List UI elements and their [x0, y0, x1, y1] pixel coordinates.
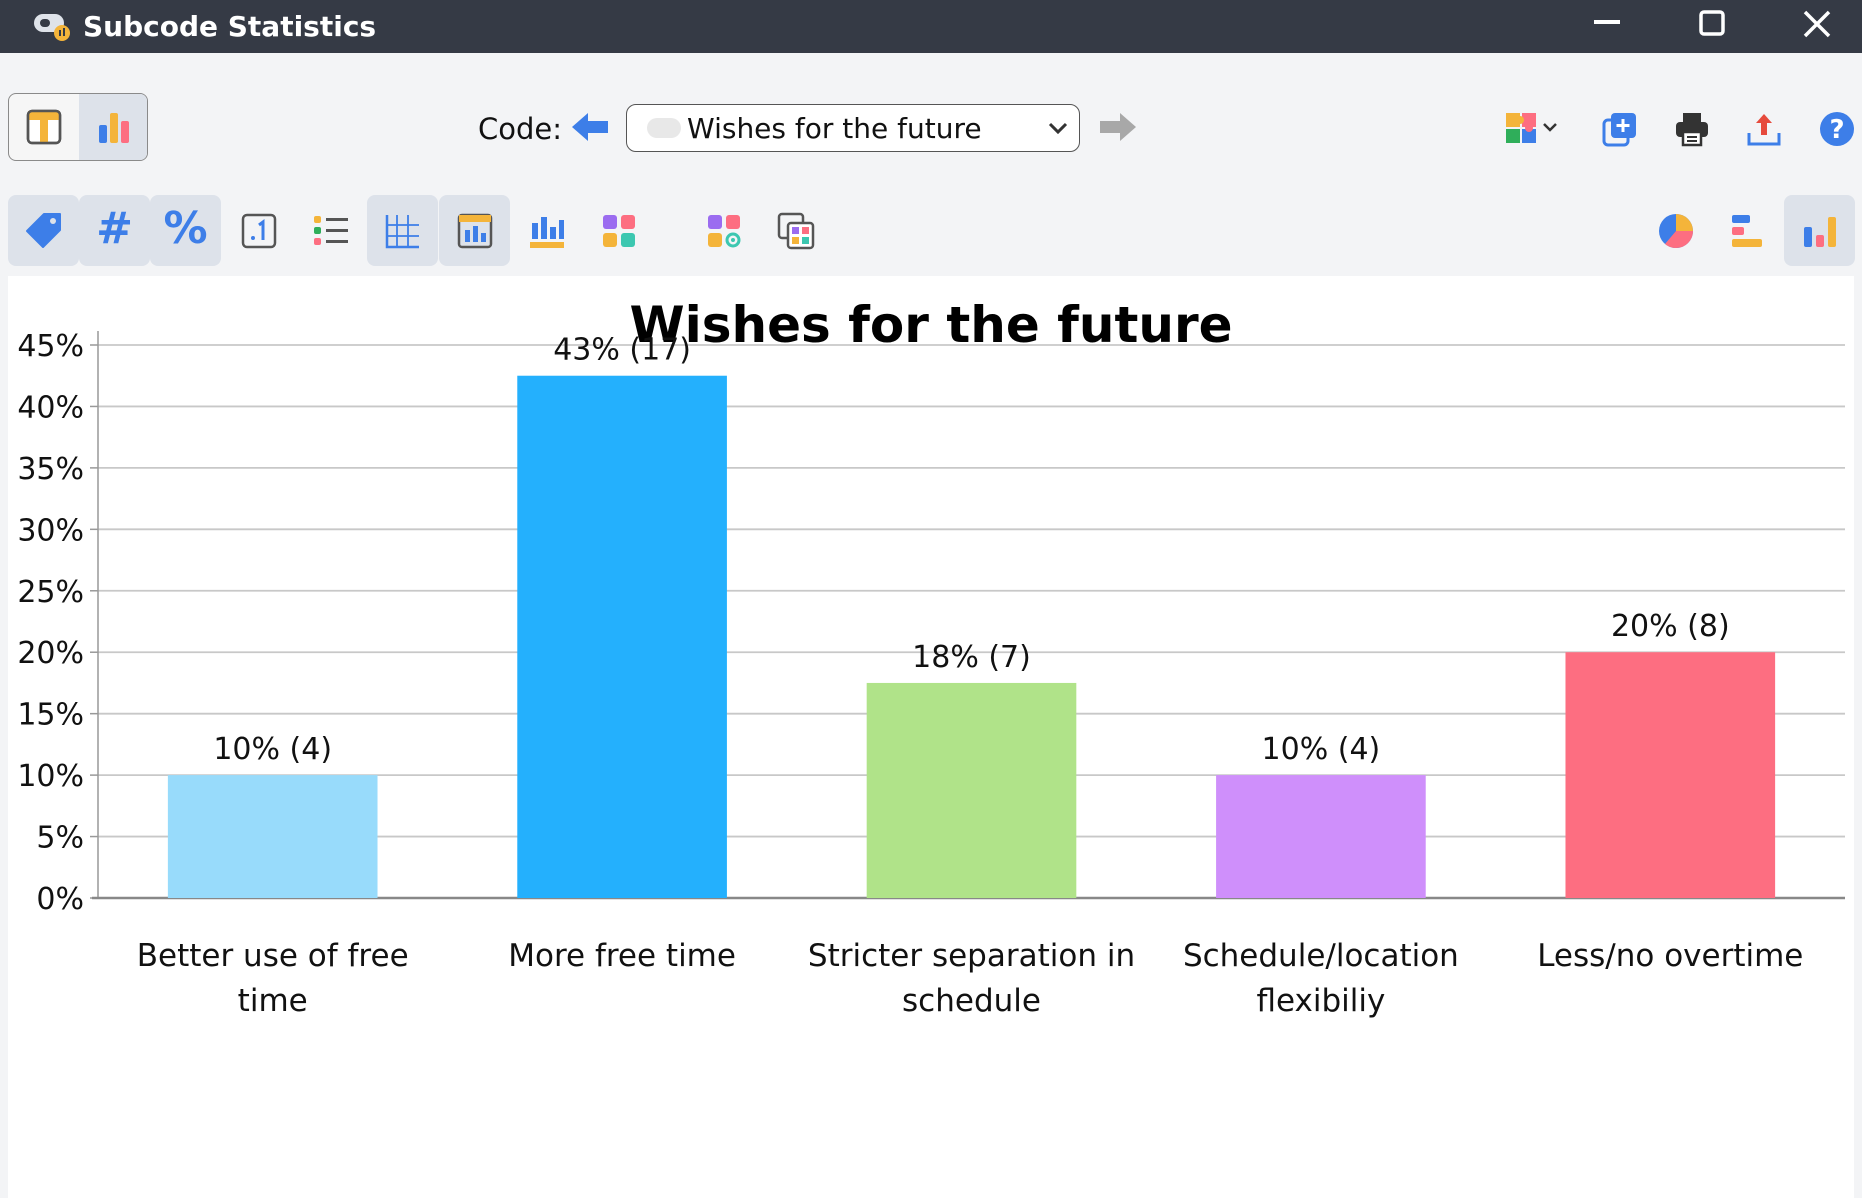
x-category-label: Stricter separation in — [808, 938, 1135, 974]
show-frequency-button[interactable]: # — [79, 195, 150, 266]
previous-code-button[interactable] — [570, 111, 610, 148]
show-code-labels-button[interactable] — [8, 195, 79, 266]
arrow-right-icon — [1100, 113, 1136, 141]
vertical-bar-button[interactable] — [1784, 195, 1855, 266]
grid-icon — [385, 215, 419, 249]
hash-icon: # — [96, 203, 133, 254]
color-tiles-button[interactable] — [583, 195, 654, 266]
bar-data-label: 43% (17) — [553, 333, 691, 368]
y-tick-label: 40% — [17, 390, 84, 425]
x-category-label: Less/no overtime — [1537, 938, 1803, 974]
print-button[interactable] — [1660, 97, 1720, 157]
chart-view-button[interactable] — [79, 94, 147, 160]
bar[interactable] — [1565, 652, 1776, 898]
svg-text:?: ? — [1829, 115, 1844, 145]
add-copy-icon — [1602, 113, 1636, 147]
main-toolbar: Code: Wishes for the future — [0, 53, 1862, 193]
show-percentage-button[interactable]: % — [150, 195, 221, 266]
chevron-down-icon — [1048, 122, 1068, 135]
y-tick-label: 30% — [17, 513, 84, 548]
close-icon — [1803, 10, 1831, 38]
chart-view-icon — [99, 113, 129, 143]
export-button[interactable] — [1732, 97, 1792, 157]
help-button[interactable]: ? — [1805, 97, 1862, 157]
copy-colors-button[interactable] — [760, 195, 831, 266]
pie-chart-button[interactable] — [1640, 195, 1711, 266]
print-icon — [1676, 113, 1708, 147]
vertical-bar-icon — [1804, 217, 1836, 247]
y-tick-label: 45% — [17, 329, 84, 364]
bar[interactable] — [517, 375, 727, 898]
minimize-icon — [1594, 20, 1620, 24]
chart-frame-button[interactable] — [439, 195, 510, 266]
x-category-label: flexibiliy — [1256, 983, 1385, 1019]
list-button[interactable] — [295, 195, 366, 266]
bar[interactable] — [1216, 775, 1426, 898]
bar[interactable] — [866, 682, 1077, 898]
x-category-label: Better use of free — [137, 938, 409, 974]
table-view-icon — [26, 109, 62, 145]
y-tick-label: 15% — [17, 698, 84, 733]
maximize-icon — [1699, 10, 1725, 36]
code-select[interactable]: Wishes for the future — [626, 104, 1080, 152]
x-category-label: time — [238, 983, 308, 1019]
x-category-label: More free time — [508, 938, 736, 974]
bar-data-label: 10% (4) — [1262, 732, 1381, 767]
code-options-button[interactable] — [1490, 97, 1570, 157]
percent-icon: % — [163, 203, 208, 254]
y-tick-label: 0% — [36, 882, 84, 917]
code-select-value: Wishes for the future — [687, 112, 982, 145]
horizontal-bar-icon — [1732, 215, 1762, 247]
color-settings-icon — [708, 215, 741, 248]
pie-chart-icon — [1659, 214, 1693, 249]
close-button[interactable] — [1772, 0, 1862, 53]
bar-chart: Wishes for the future 0%5%10%15%20%25%30… — [17, 296, 1845, 1019]
chart-frame-icon — [457, 213, 493, 249]
gridlines-button[interactable] — [367, 195, 438, 266]
puzzle-icon — [1506, 113, 1557, 143]
bar-labels-button[interactable] — [511, 195, 582, 266]
export-icon — [1747, 114, 1781, 146]
y-tick-label: 20% — [17, 636, 84, 671]
y-tick-label: 25% — [17, 575, 84, 610]
x-category-label: schedule — [902, 983, 1041, 1019]
bar-data-label: 18% (7) — [912, 640, 1031, 675]
color-tiles-icon — [603, 215, 635, 247]
view-toggle — [8, 93, 148, 161]
code-label: Code: — [478, 112, 563, 146]
help-icon: ? — [1820, 112, 1854, 146]
copy-colors-icon — [777, 212, 815, 250]
bar-data-label: 20% (8) — [1611, 609, 1730, 644]
title-bar: Subcode Statistics — [0, 0, 1862, 53]
code-color-swatch — [647, 118, 681, 138]
next-code-button[interactable] — [1098, 111, 1138, 148]
bar-data-label: 10% (4) — [213, 732, 332, 767]
horizontal-bar-button[interactable] — [1712, 195, 1783, 266]
x-category-label: Schedule/location — [1183, 938, 1459, 974]
chart-area: Wishes for the future 0% 5% 10% 15% 20% 25% 30… — [8, 276, 1854, 1198]
bar-labels-icon — [530, 217, 564, 248]
tag-icon — [26, 213, 61, 248]
maximize-button[interactable] — [1667, 0, 1757, 53]
table-view-button[interactable] — [9, 94, 79, 160]
color-settings-button[interactable] — [688, 195, 759, 266]
bar[interactable] — [167, 775, 378, 898]
decimal-icon — [241, 213, 277, 249]
app-icon — [32, 10, 72, 42]
decimal-places-button[interactable] — [223, 195, 294, 266]
list-icon — [314, 216, 348, 245]
y-tick-label: 5% — [36, 821, 84, 856]
minimize-button[interactable] — [1562, 0, 1652, 53]
y-tick-label: 10% — [17, 759, 84, 794]
arrow-left-icon — [572, 113, 608, 141]
add-copy-button[interactable] — [1588, 97, 1648, 157]
window-title: Subcode Statistics — [83, 10, 377, 43]
y-tick-label: 35% — [17, 452, 84, 487]
